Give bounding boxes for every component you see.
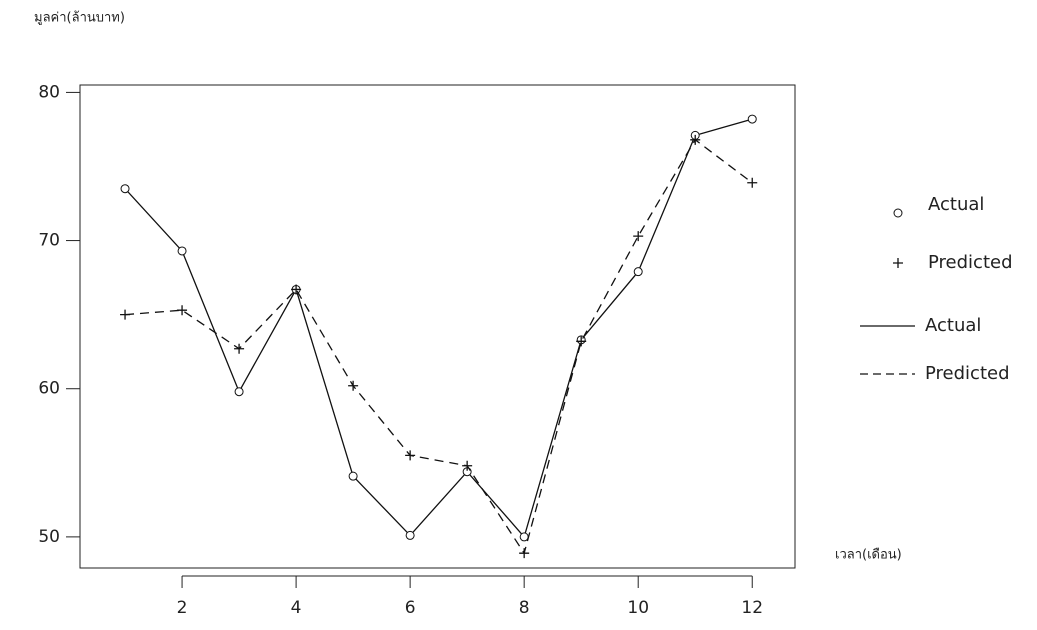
- predicted-marker: [405, 450, 416, 461]
- series-line: [124, 118, 753, 539]
- actual-marker: [348, 471, 358, 481]
- predicted-marker: [633, 231, 644, 242]
- x-tick-label: 4: [291, 598, 302, 618]
- x-tick-label: 6: [405, 598, 416, 618]
- predicted-marker: [690, 134, 701, 145]
- actual-marker: [405, 530, 415, 540]
- y-tick-label: 70: [38, 231, 60, 251]
- legend-label: Actual: [928, 194, 984, 215]
- actual-marker: [234, 387, 244, 397]
- predicted-marker: [519, 548, 530, 559]
- predicted-marker: [576, 336, 587, 347]
- x-tick-label: 2: [177, 598, 188, 618]
- predicted-marker: [348, 380, 359, 391]
- legend-label: Predicted: [928, 252, 1013, 273]
- actual-marker: [747, 114, 757, 124]
- y-tick-label: 60: [38, 379, 60, 399]
- legend-marker: [893, 258, 903, 268]
- predicted-marker: [462, 460, 473, 471]
- actual-marker: [519, 532, 529, 542]
- x-tick-label: 12: [741, 598, 763, 618]
- predicted-marker: [234, 343, 245, 354]
- legend-label: Predicted: [925, 363, 1010, 384]
- y-tick-label: 80: [38, 82, 60, 102]
- legend-marker: [893, 208, 903, 218]
- plot-frame: [79, 84, 796, 569]
- legend-label: Actual: [925, 315, 981, 336]
- actual-marker: [177, 246, 187, 256]
- actual-marker: [633, 267, 643, 277]
- predicted-marker: [120, 309, 131, 320]
- actual-marker: [120, 184, 130, 194]
- y-tick-label: 50: [38, 527, 60, 547]
- predicted-marker: [291, 284, 302, 295]
- series-line: [124, 138, 753, 555]
- x-tick-label: 10: [627, 598, 649, 618]
- predicted-marker: [177, 305, 188, 316]
- x-tick-label: 8: [519, 598, 530, 618]
- predicted-marker: [747, 177, 758, 188]
- x-axis-label: เวลา(เดือน): [835, 547, 902, 563]
- y-axis-label: มูลค่า(ล้านบาท): [34, 11, 125, 26]
